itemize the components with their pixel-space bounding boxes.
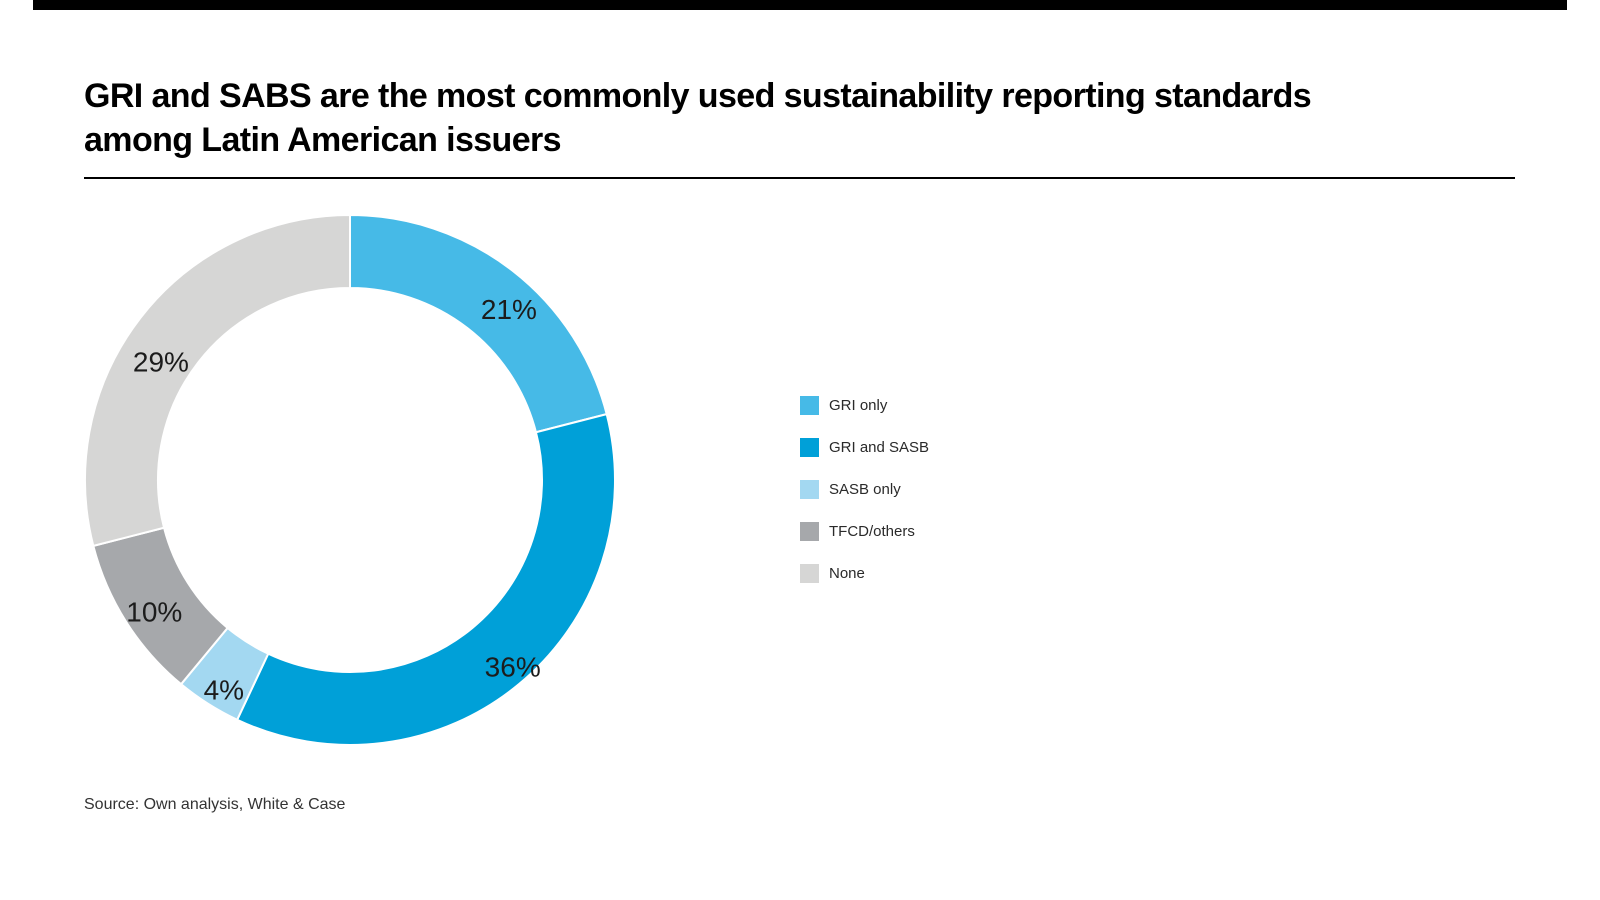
legend-label: SASB only <box>829 481 901 498</box>
chart-legend: GRI only GRI and SASB SASB only TFCD/others… <box>800 396 929 606</box>
segment-value-label: 4% <box>204 675 244 706</box>
legend-item: SASB only <box>800 480 929 499</box>
legend-swatch <box>800 480 819 499</box>
pie-segment-gri-only <box>349 214 608 434</box>
pie-segment-gri-and-sasb <box>236 413 616 746</box>
legend-item: GRI and SASB <box>800 438 929 457</box>
segment-value-label: 21% <box>481 294 537 325</box>
pie-segment-none <box>84 214 351 547</box>
legend-label: GRI and SASB <box>829 439 930 456</box>
legend-item: None <box>800 564 929 583</box>
legend-swatch <box>800 564 819 583</box>
legend-item: TFCD/others <box>800 522 929 541</box>
legend-label: GRI only <box>829 397 888 414</box>
source-note: Source: Own analysis, White & Case <box>84 796 346 813</box>
top-accent-bar <box>33 0 1567 10</box>
segment-value-label: 29% <box>133 346 189 377</box>
legend-swatch <box>800 438 819 457</box>
legend-swatch <box>800 396 819 415</box>
title-divider <box>84 177 1515 179</box>
legend-item: GRI only <box>800 396 929 415</box>
legend-label: None <box>829 565 865 582</box>
segment-value-label: 10% <box>126 597 182 628</box>
page-title-line-1: GRI and SABS are the most commonly used … <box>84 77 1312 115</box>
legend-swatch <box>800 522 819 541</box>
legend-label: TFCD/others <box>829 523 915 540</box>
page-title: GRI and SABS are the most commonly used … <box>84 74 1524 162</box>
segment-value-label: 36% <box>485 652 541 683</box>
page-title-line-2: among Latin American issuers <box>84 121 562 159</box>
